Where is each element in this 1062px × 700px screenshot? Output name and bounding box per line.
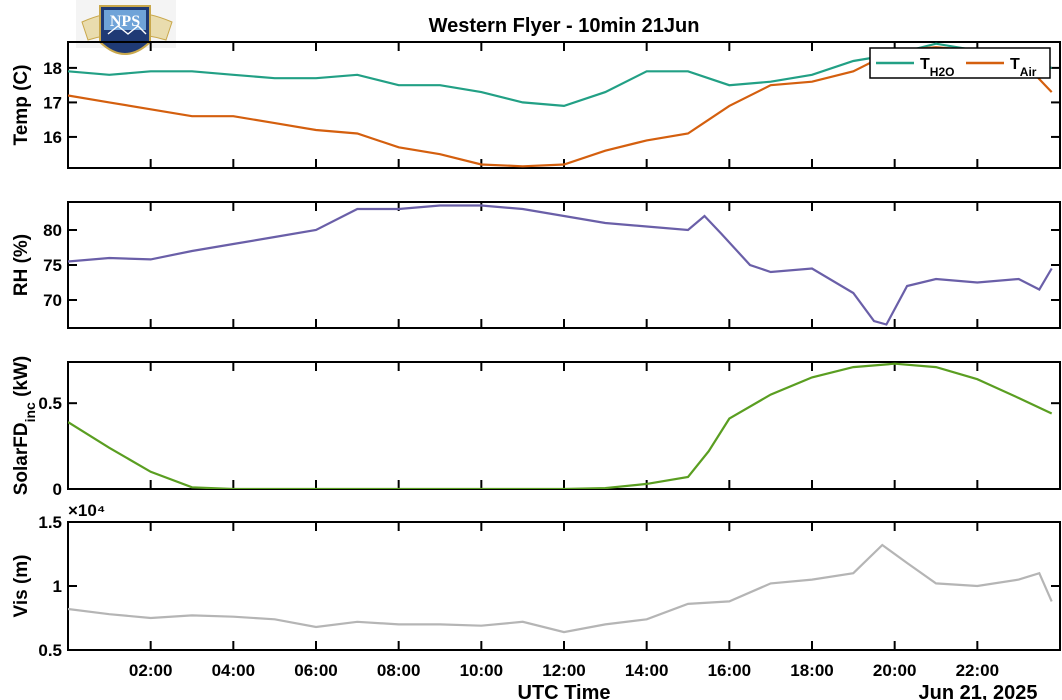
y-axis-label: Vis (m): [11, 554, 32, 617]
legend: TH2O TAir: [869, 47, 1051, 79]
x-tick-label: 04:00: [212, 661, 255, 680]
axes-frame: [67, 201, 1061, 329]
x-tick-label: 12:00: [542, 661, 585, 680]
y-tick-label: 0.5: [38, 394, 62, 413]
x-tick-label: 08:00: [377, 661, 420, 680]
series-line-3-0: [68, 543, 1053, 634]
y-exponent-label: ×10⁴: [68, 501, 105, 520]
y-tick-label: 1.5: [38, 513, 62, 532]
panel-1: 16 17 18 Temp (C) TH2O TAir: [11, 41, 1061, 169]
x-tick-label: 22:00: [956, 661, 999, 680]
nps-logo: NPS: [76, 0, 176, 55]
y-axis-label: RH (%): [11, 234, 32, 296]
y-tick-label: 1: [53, 577, 62, 596]
x-tick-label: 18:00: [790, 661, 833, 680]
x-tick-label: 02:00: [129, 661, 172, 680]
x-tick-label: 10:00: [460, 661, 503, 680]
y-axis-label: SolarFDinc (kW): [11, 356, 38, 496]
series-line-1-0: [68, 204, 1053, 326]
y-tick-label: 0: [53, 480, 62, 499]
axes-frame: [67, 521, 1061, 651]
x-tick-label: 20:00: [873, 661, 916, 680]
y-tick-label: 16: [43, 128, 62, 147]
y-tick-label: 75: [43, 256, 62, 275]
panel-2: 70 75 80 RH (%): [11, 201, 1061, 329]
date-label: Jun 21, 2025: [919, 682, 1038, 700]
y-axis-label: Temp (C): [11, 65, 32, 146]
panel-4: 0.5 1 1.5 Vis (m) ×10⁴: [11, 501, 1061, 660]
x-tick-label: 14:00: [625, 661, 668, 680]
axes-frame: [67, 361, 1061, 490]
x-tick-label: 16:00: [708, 661, 751, 680]
y-tick-label: 80: [43, 221, 62, 240]
y-tick-label: 17: [43, 93, 62, 112]
svg-text:NPS: NPS: [110, 13, 140, 30]
x-tick-label: 06:00: [294, 661, 337, 680]
chart-title: Western Flyer - 10min 21Jun: [429, 15, 700, 37]
x-axis-label: UTC Time: [518, 682, 611, 700]
y-tick-label: 18: [43, 59, 62, 78]
y-tick-label: 70: [43, 291, 62, 310]
y-tick-label: 0.5: [38, 641, 62, 660]
series-line-2-0: [68, 362, 1053, 489]
